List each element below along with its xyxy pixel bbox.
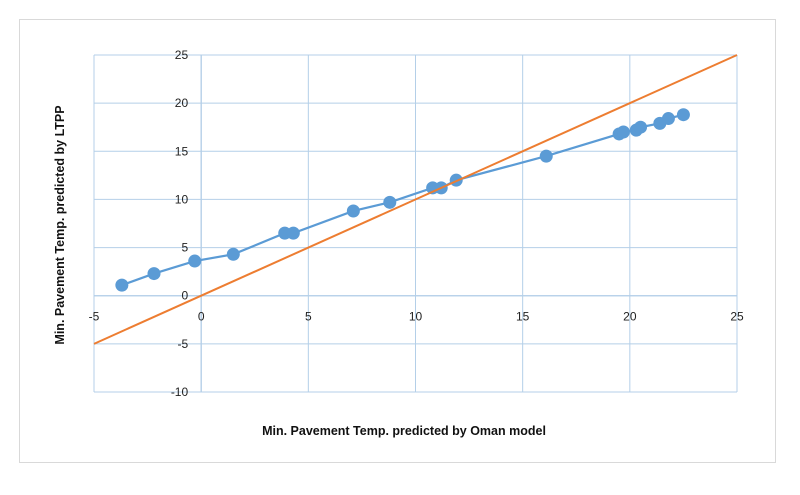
data-point <box>634 120 648 134</box>
x-axis-title: Min. Pavement Temp. predicted by Oman mo… <box>262 424 546 438</box>
x-tick-label: 0 <box>198 310 205 324</box>
data-point <box>383 195 397 209</box>
y-tick-label: -10 <box>171 385 189 399</box>
data-point <box>346 204 360 218</box>
y-tick-label: -5 <box>177 337 188 351</box>
x-tick-label: 10 <box>409 310 423 324</box>
y-tick-label: 25 <box>175 48 189 62</box>
y-tick-label: 15 <box>175 144 189 158</box>
series-layer <box>93 54 738 345</box>
data-point <box>226 247 240 261</box>
y-axis-title: Min. Pavement Temp. predicted by LTPP <box>53 105 67 344</box>
chart: -5 0 5 10 15 20 25 -10 -5 0 5 10 15 20 25 Min. Pavemen… <box>53 48 744 438</box>
data-point <box>147 267 161 281</box>
chart-frame: -5 0 5 10 15 20 25 -10 -5 0 5 10 15 20 25 Min. Pavemen… <box>19 19 776 463</box>
x-tick-label: 20 <box>623 310 637 324</box>
x-tick-label: -5 <box>89 310 100 324</box>
data-point <box>286 226 300 240</box>
x-tick-label: 5 <box>305 310 312 324</box>
grid-layer <box>93 54 738 393</box>
label-layer: -5 0 5 10 15 20 25 -10 -5 0 5 10 15 20 25 <box>89 48 744 399</box>
y-tick-label: 0 <box>181 289 188 303</box>
data-point <box>188 254 202 268</box>
y-tick-label: 20 <box>175 96 189 110</box>
data-point <box>676 108 690 122</box>
reference-line <box>93 54 738 345</box>
y-tick-label: 10 <box>175 192 189 206</box>
data-point <box>616 125 630 139</box>
y-tick-label: 5 <box>181 241 188 255</box>
data-point <box>661 112 675 126</box>
x-tick-label: 25 <box>730 310 744 324</box>
x-tick-label: 15 <box>516 310 530 324</box>
data-point <box>539 149 553 163</box>
data-point <box>115 278 129 292</box>
